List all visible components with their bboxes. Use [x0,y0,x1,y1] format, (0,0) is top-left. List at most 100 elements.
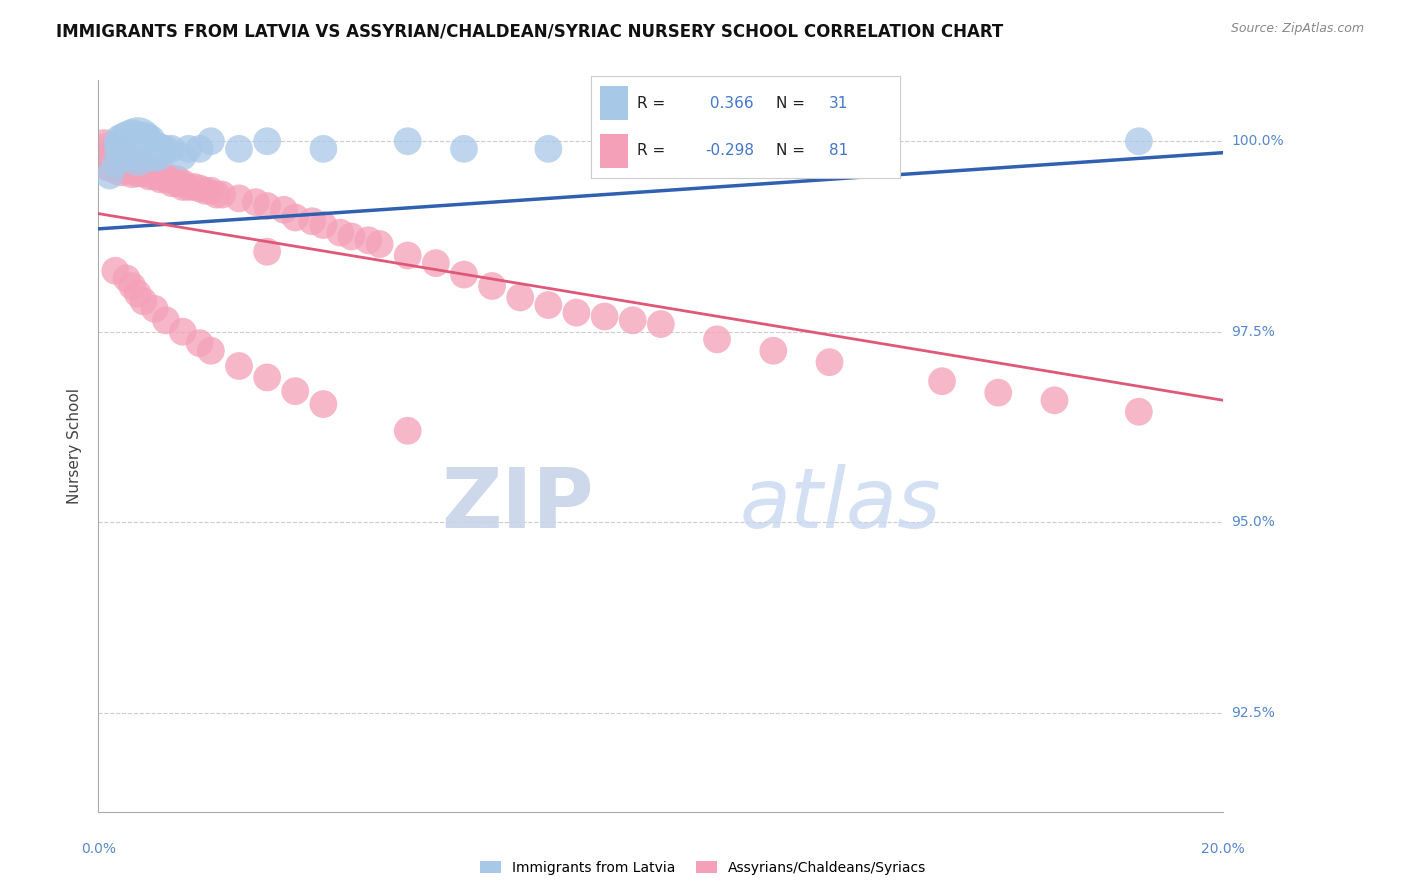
Point [228,142,250,156]
Point [188,336,211,351]
Point [273,202,295,217]
Point [149,169,172,183]
Text: 0.366: 0.366 [704,96,754,111]
Point [155,169,177,183]
Text: 97.5%: 97.5% [1232,325,1275,339]
Point [177,180,200,194]
Text: 92.5%: 92.5% [1232,706,1275,720]
Point [211,187,233,202]
Point [121,157,143,171]
Point [453,268,475,282]
Point [200,184,222,198]
Point [650,317,672,331]
Point [155,313,177,327]
Point [1128,405,1150,419]
Point [132,164,155,178]
Point [138,134,160,148]
Point [177,142,200,156]
Point [188,142,211,156]
Bar [600,135,627,168]
Point [621,313,644,327]
Point [98,153,121,168]
Point [127,161,149,175]
Text: 81: 81 [828,144,848,158]
Point [396,248,419,262]
Point [115,157,138,171]
Text: N =: N = [776,96,806,111]
Point [110,153,132,168]
Point [593,310,616,324]
Text: atlas: atlas [740,464,941,545]
Point [115,161,138,175]
Point [98,149,121,163]
Point [121,134,143,148]
Point [115,142,138,156]
Point [143,169,166,183]
Point [115,271,138,285]
Point [149,172,172,186]
Point [93,142,115,156]
Point [166,176,188,190]
Text: Source: ZipAtlas.com: Source: ZipAtlas.com [1230,22,1364,36]
Point [110,142,132,156]
Point [143,142,166,156]
Point [104,153,127,168]
Text: N =: N = [776,144,806,158]
Point [166,172,188,186]
Point [1128,134,1150,148]
Point [340,229,363,244]
Point [104,157,127,171]
Point [1043,393,1066,408]
Point [425,256,447,270]
Point [188,181,211,195]
Text: -0.298: -0.298 [704,144,754,158]
Text: R =: R = [637,144,665,158]
Point [143,149,166,163]
Point [762,343,785,358]
Point [509,290,531,304]
Point [160,172,183,186]
Point [565,306,588,320]
Point [127,149,149,163]
Point [284,384,307,399]
Point [104,157,127,171]
Point [110,134,132,148]
Text: 31: 31 [828,96,848,111]
Point [537,142,560,156]
Point [284,211,307,225]
Text: ZIP: ZIP [441,464,593,545]
Point [396,134,419,148]
Point [481,279,503,293]
Text: 0.0%: 0.0% [82,842,115,856]
Point [256,244,278,259]
Point [138,164,160,178]
Point [110,161,132,175]
Text: 100.0%: 100.0% [1232,134,1284,148]
Point [357,233,380,247]
Point [818,355,841,369]
Point [127,142,149,156]
Point [132,161,155,175]
Point [931,374,953,388]
Point [205,187,228,202]
Point [312,397,335,411]
Point [200,343,222,358]
Point [396,424,419,438]
Point [301,214,323,228]
Point [115,134,138,148]
Point [143,301,166,316]
Point [121,279,143,293]
Text: 20.0%: 20.0% [1201,842,1246,856]
Point [172,325,194,339]
Point [453,142,475,156]
Point [329,226,352,240]
Point [987,385,1010,400]
Point [256,370,278,384]
Point [172,180,194,194]
Point [172,149,194,163]
Text: R =: R = [637,96,665,111]
Point [127,134,149,148]
Y-axis label: Nursery School: Nursery School [67,388,83,504]
Point [149,142,172,156]
Point [200,134,222,148]
